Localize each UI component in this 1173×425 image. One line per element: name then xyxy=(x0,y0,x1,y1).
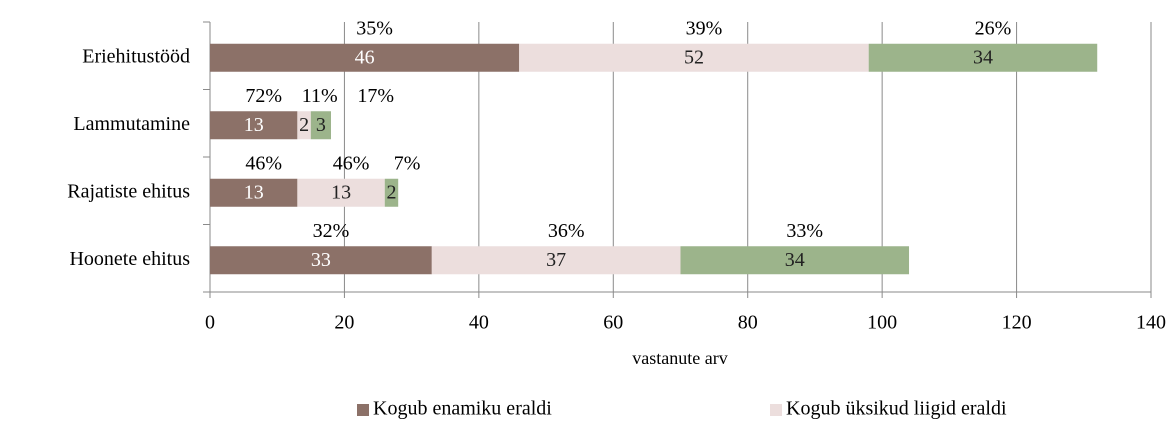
share-label: 46% xyxy=(333,152,370,174)
bar-segment xyxy=(297,178,385,207)
share-label: 17% xyxy=(357,85,394,107)
bar-segment xyxy=(210,246,432,275)
bar-segment xyxy=(519,43,869,72)
bar-segment xyxy=(210,43,520,72)
x-tick-label: 0 xyxy=(205,312,215,334)
share-label: 35% xyxy=(356,17,393,39)
bar-segment xyxy=(210,178,298,207)
legend-label: Kogub enamiku eraldi xyxy=(373,398,552,420)
value-label: 52 xyxy=(684,46,704,68)
bar-segment xyxy=(868,43,1098,72)
y-tick-label: Rajatiste ehitus xyxy=(67,180,190,202)
value-label: 2 xyxy=(299,114,309,136)
y-tick-label: Hoonete ehitus xyxy=(69,248,190,270)
share-label: 46% xyxy=(245,152,282,174)
value-label: 34 xyxy=(785,249,805,271)
share-label: 39% xyxy=(686,17,723,39)
share-label: 33% xyxy=(786,220,823,242)
value-label: 34 xyxy=(973,46,993,68)
x-tick-label: 40 xyxy=(469,312,489,334)
value-label: 37 xyxy=(546,249,566,271)
x-tick-label: 120 xyxy=(1002,312,1032,334)
value-label: 13 xyxy=(331,181,351,203)
legend-label: Kogub üksikud liigid eraldi xyxy=(786,398,1007,420)
x-tick-label: 140 xyxy=(1136,312,1166,334)
bar-segment xyxy=(297,111,311,140)
value-label: 33 xyxy=(311,249,331,271)
value-label: 3 xyxy=(316,114,326,136)
y-tick-label: Eriehitustööd xyxy=(82,45,190,67)
value-label: 2 xyxy=(386,181,396,203)
share-label: 26% xyxy=(975,17,1012,39)
x-axis-label: vastanute arv xyxy=(632,348,727,368)
bar-segment xyxy=(210,111,298,140)
share-label: 36% xyxy=(548,220,585,242)
bar-segment xyxy=(431,246,681,275)
value-label: 13 xyxy=(244,114,264,136)
bar-segment xyxy=(310,111,331,140)
y-tick-label: Lammutamine xyxy=(73,113,190,135)
bar-segment xyxy=(680,246,910,275)
x-tick-label: 60 xyxy=(603,312,623,334)
bar-segment xyxy=(384,178,399,207)
share-label: 72% xyxy=(245,85,282,107)
share-label: 7% xyxy=(394,152,421,174)
x-tick-label: 80 xyxy=(738,312,758,334)
share-label: 11% xyxy=(302,85,338,107)
legend-swatch xyxy=(357,404,369,416)
x-tick-label: 100 xyxy=(867,312,897,334)
value-label: 46 xyxy=(355,46,375,68)
share-label: 32% xyxy=(313,220,350,242)
x-tick-label: 20 xyxy=(334,312,354,334)
legend-swatch xyxy=(770,404,782,416)
value-label: 13 xyxy=(244,181,264,203)
